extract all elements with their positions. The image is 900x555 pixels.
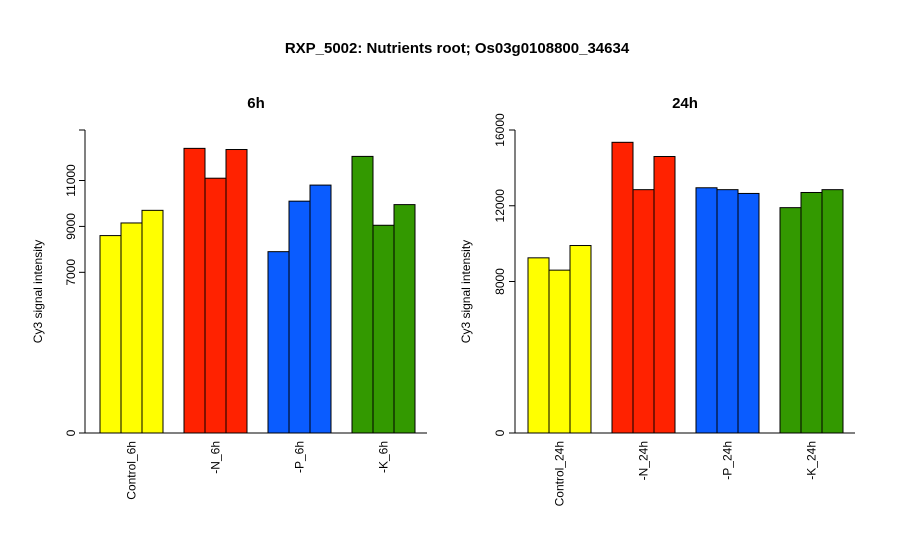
y-tick-label: 16000 <box>493 113 507 147</box>
bar <box>654 157 675 433</box>
bar <box>612 142 633 433</box>
y-axis-label: Cy3 signal intensity <box>459 240 473 343</box>
y-tick-label: 0 <box>64 429 78 436</box>
panel-24h: 24h Cy3 signal intensity 0 8000 12000 16000 Co… <box>459 95 855 506</box>
bar <box>394 205 415 433</box>
y-tick-label: 7000 <box>64 259 78 286</box>
bar <box>268 252 289 433</box>
bar <box>696 188 717 433</box>
x-category-label: -N_24h <box>637 441 651 480</box>
y-tick-label: 11000 <box>64 164 78 197</box>
bar <box>570 246 591 433</box>
y-tick-label: 0 <box>493 429 507 436</box>
x-category-label: -K_24h <box>805 441 819 480</box>
bar <box>289 201 310 433</box>
bar <box>226 150 247 433</box>
bar <box>100 236 121 433</box>
x-category-label: -P_6h <box>293 441 307 473</box>
chart-title: RXP_5002: Nutrients root; Os03g0108800_3… <box>285 40 630 57</box>
bar <box>717 190 738 433</box>
bar <box>184 148 205 433</box>
bar <box>373 225 394 433</box>
bar <box>822 190 843 433</box>
bar <box>142 210 163 433</box>
x-category-label: Control_6h <box>125 441 139 500</box>
bar <box>549 270 570 433</box>
y-tick-label: 8000 <box>493 268 507 295</box>
x-category-label: -P_24h <box>721 441 735 480</box>
panel-title: 24h <box>672 95 698 112</box>
bar <box>780 208 801 433</box>
bar <box>528 258 549 433</box>
y-tick-label: 9000 <box>64 213 78 240</box>
y-tick-label: 12000 <box>493 189 507 223</box>
bar <box>801 192 822 433</box>
bar <box>205 178 226 433</box>
x-category-label: Control_24h <box>553 441 567 506</box>
bar <box>121 223 142 433</box>
bar <box>738 193 759 433</box>
panel-title: 6h <box>247 95 265 112</box>
bar <box>352 156 373 433</box>
bar <box>310 185 331 433</box>
x-category-label: -N_6h <box>209 441 223 474</box>
panel-6h: 6h Cy3 signal intensity 0 7000 9000 11000 Cont… <box>31 95 427 500</box>
y-axis-label: Cy3 signal intensity <box>31 240 45 343</box>
x-category-label: -K_6h <box>377 441 391 473</box>
bar <box>633 190 654 433</box>
